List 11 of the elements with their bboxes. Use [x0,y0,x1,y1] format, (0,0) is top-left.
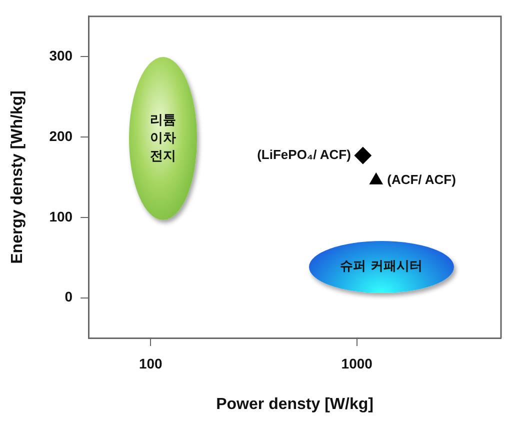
y-tick-label: 0 [64,288,73,305]
y-axis-title: Energy densty [Wh/kg] [9,90,26,264]
y-tick-label: 100 [49,208,73,224]
x-axis-title: Power densty [W/kg] [216,396,374,413]
y-tick-label: 200 [49,128,73,144]
annotation: 슈퍼 커패시터 [339,258,424,276]
series-label: (ACF/ ACF) [387,172,456,187]
annotation: 리튬 이차 전지 [148,112,177,166]
series-label: (LiFePO₄/ ACF) [257,147,351,162]
y-tick-label: 300 [49,47,73,64]
x-tick-label: 1000 [341,355,373,372]
